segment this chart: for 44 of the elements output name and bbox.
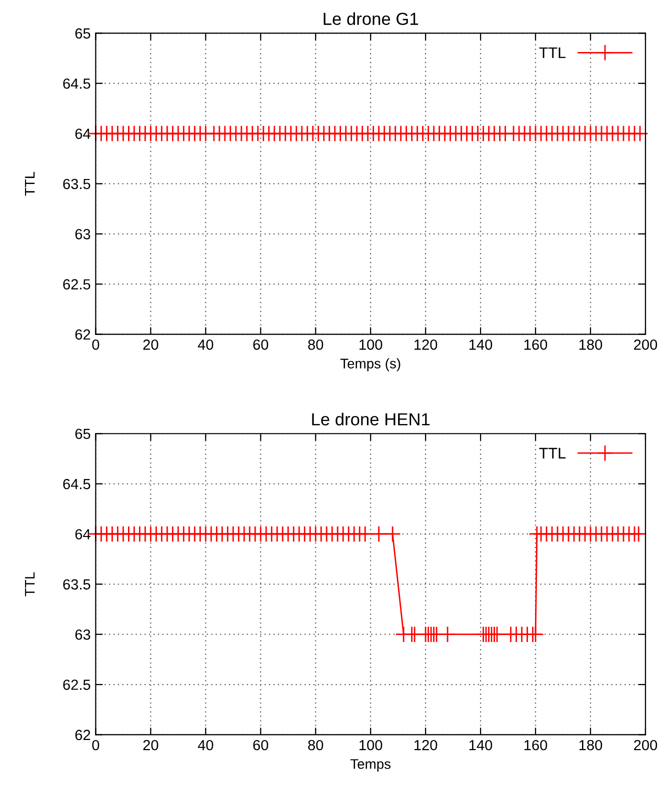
x-tick-label: 40 [198, 340, 214, 350]
y-axis-title: TTL [25, 572, 35, 596]
y-tick-label: 64.5 [63, 478, 90, 490]
y-tick-label: 64 [75, 128, 90, 139]
x-tick-label: 160 [524, 340, 548, 350]
y-tick-label: 62.5 [63, 680, 90, 690]
y-tick-label: 62 [75, 329, 90, 340]
x-tick-label: 40 [198, 740, 214, 750]
y-tick-label: 65 [75, 428, 90, 440]
y-tick-label: 63.5 [63, 178, 90, 190]
chart-title: Le drone HEN1 [312, 412, 430, 426]
x-axis-title: Temps (s) [340, 358, 400, 372]
x-tick-label: 120 [414, 740, 438, 750]
y-tick-label: 64.5 [63, 78, 90, 89]
x-tick-label: 160 [524, 740, 548, 750]
y-tick-label: 63.5 [63, 579, 90, 590]
x-tick-label: 20 [143, 740, 158, 750]
x-tick-label: 180 [579, 740, 602, 750]
x-axis-title: Temps [350, 759, 391, 772]
x-tick-label: 140 [469, 740, 492, 750]
legend-label: TTL [539, 448, 566, 458]
x-tick-label: 140 [469, 340, 492, 350]
legend-label: TTL [539, 47, 566, 58]
y-tick-label: 63 [75, 229, 90, 240]
x-tick-label: 80 [308, 340, 324, 350]
x-tick-label: 120 [414, 340, 438, 350]
x-tick-label: 180 [579, 340, 602, 350]
y-tick-label: 63 [75, 629, 90, 640]
y-tick-label: 64 [75, 529, 90, 540]
x-tick-label: 0 [92, 340, 100, 350]
y-tick-label: 65 [75, 28, 90, 39]
x-tick-label: 0 [92, 740, 100, 750]
y-axis-title: TTL [25, 172, 35, 196]
y-tick-label: 62.5 [63, 279, 90, 290]
y-tick-label: 62 [75, 730, 90, 740]
x-tick-label: 60 [253, 740, 268, 750]
x-tick-label: 20 [143, 340, 158, 350]
chart-title: Le drone G1 [324, 12, 418, 26]
x-tick-label: 100 [360, 340, 382, 350]
x-tick-label: 200 [634, 340, 658, 350]
x-tick-label: 60 [253, 340, 268, 350]
x-tick-label: 100 [360, 740, 382, 750]
x-tick-label: 200 [634, 740, 658, 750]
x-tick-label: 80 [308, 740, 324, 750]
